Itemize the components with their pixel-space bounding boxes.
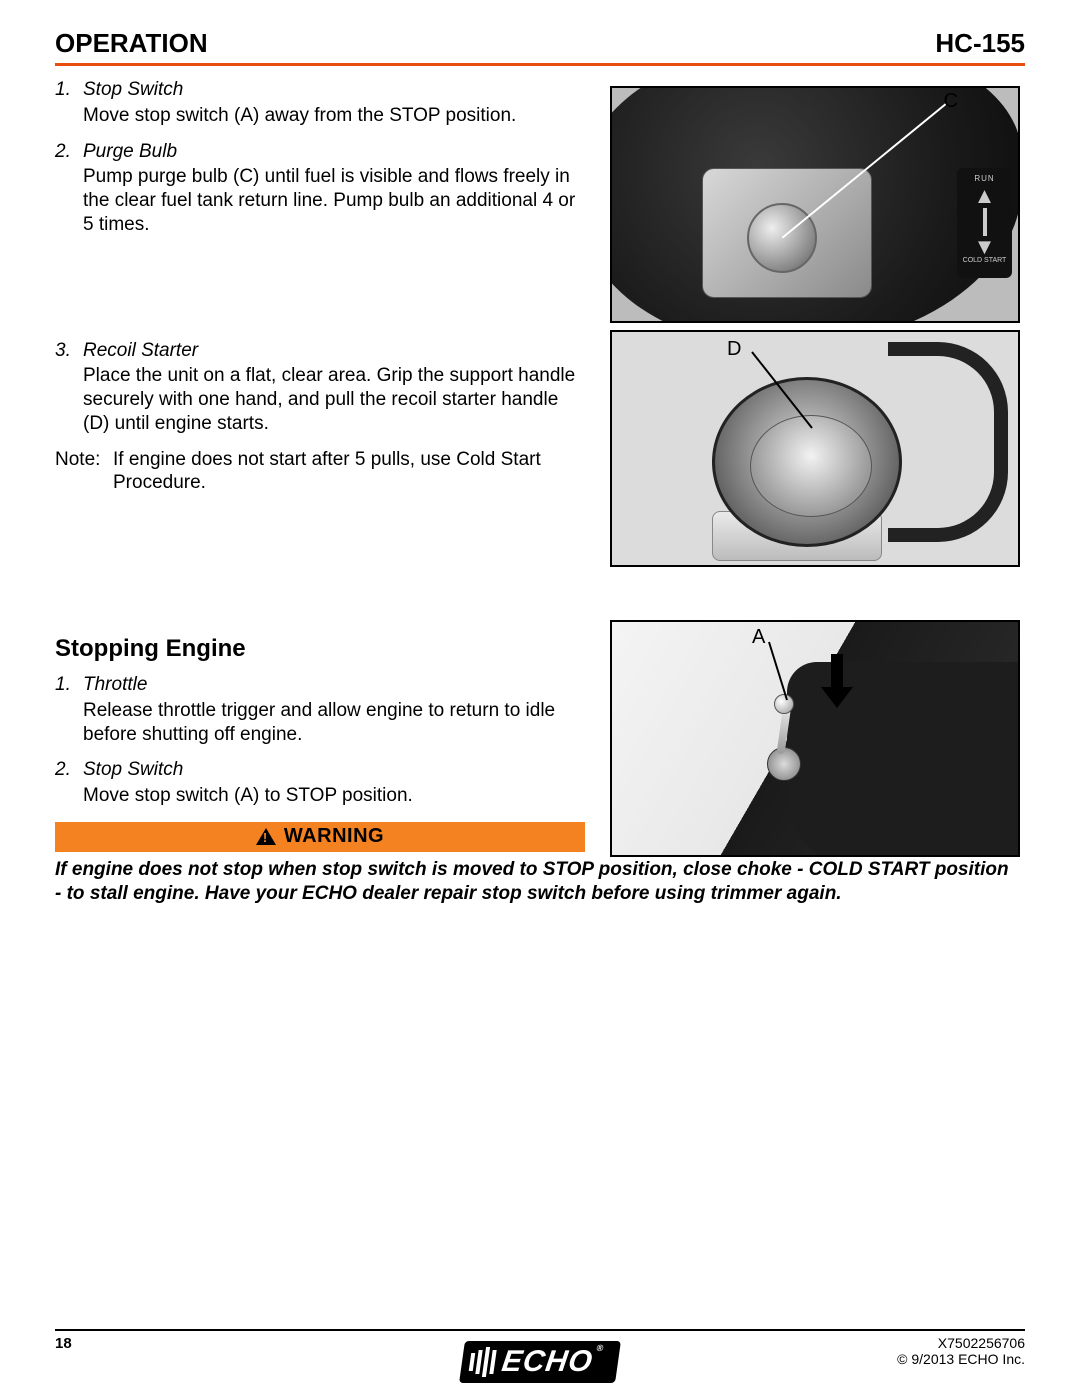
logo-text: ECHO <box>500 1345 595 1378</box>
warning-label: WARNING <box>284 825 384 848</box>
model-number: HC-155 <box>935 28 1025 59</box>
cold-start-note: Note: If engine does not start after 5 p… <box>55 448 585 496</box>
note-body: If engine does not start after 5 pulls, … <box>113 448 585 496</box>
starting-steps: 1.Stop Switch Move stop switch (A) away … <box>55 78 585 852</box>
step-body: Move stop switch (A) to STOP position. <box>55 784 585 808</box>
figure-stop-switch: A <box>610 620 1020 857</box>
page-header: OPERATION HC-155 <box>55 28 1025 66</box>
step-number: 2. <box>55 140 83 164</box>
step-title: Throttle <box>83 674 147 695</box>
callout-a: A <box>752 626 765 649</box>
warning-bar: WARNING <box>55 822 585 852</box>
step-number: 3. <box>55 339 83 363</box>
figure-purge-bulb: RUN ▲ ▼ COLD START C <box>610 86 1020 323</box>
section-title: OPERATION <box>55 28 208 59</box>
leader-line <box>742 350 822 430</box>
callout-c: C <box>944 90 958 113</box>
step-title: Stop Switch <box>83 759 183 780</box>
stopping-heading: Stopping Engine <box>55 635 585 663</box>
step-number: 2. <box>55 758 83 782</box>
switch-coldstart-label: COLD START <box>957 257 1012 264</box>
leader-line <box>762 640 822 710</box>
switch-run-label: RUN <box>957 174 1012 183</box>
step-stop-switch-2: 2.Stop Switch Move stop switch (A) to ST… <box>55 758 585 808</box>
run-switch-plate: RUN ▲ ▼ COLD START <box>957 168 1012 278</box>
step-stop-switch: 1.Stop Switch Move stop switch (A) away … <box>55 78 585 128</box>
brand-logo-wrap: ECHO® <box>0 1341 1080 1383</box>
step-purge-bulb: 2.Purge Bulb Pump purge bulb (C) until f… <box>55 140 585 237</box>
step-number: 1. <box>55 78 83 102</box>
step-title: Purge Bulb <box>83 141 177 162</box>
step-body: Move stop switch (A) away from the STOP … <box>55 104 585 128</box>
step-body: Place the unit on a flat, clear area. Gr… <box>55 364 585 435</box>
leader-line <box>782 98 952 238</box>
step-body: Pump purge bulb (C) until fuel is visibl… <box>55 165 585 236</box>
down-arrow-icon <box>817 652 857 712</box>
step-recoil-starter: 3.Recoil Starter Place the unit on a fla… <box>55 339 585 436</box>
step-title: Recoil Starter <box>83 340 198 361</box>
content-area: 1.Stop Switch Move stop switch (A) away … <box>55 78 1025 906</box>
echo-logo: ECHO® <box>459 1341 621 1383</box>
note-label: Note: <box>55 448 113 496</box>
warning-triangle-icon <box>256 828 276 845</box>
step-body: Release throttle trigger and allow engin… <box>55 699 585 747</box>
step-title: Stop Switch <box>83 79 183 100</box>
callout-d: D <box>727 338 741 361</box>
step-throttle: 1.Throttle Release throttle trigger and … <box>55 673 585 746</box>
warning-text: If engine does not stop when stop switch… <box>55 858 1015 907</box>
figure-recoil-starter: D <box>610 330 1020 567</box>
step-number: 1. <box>55 673 83 697</box>
